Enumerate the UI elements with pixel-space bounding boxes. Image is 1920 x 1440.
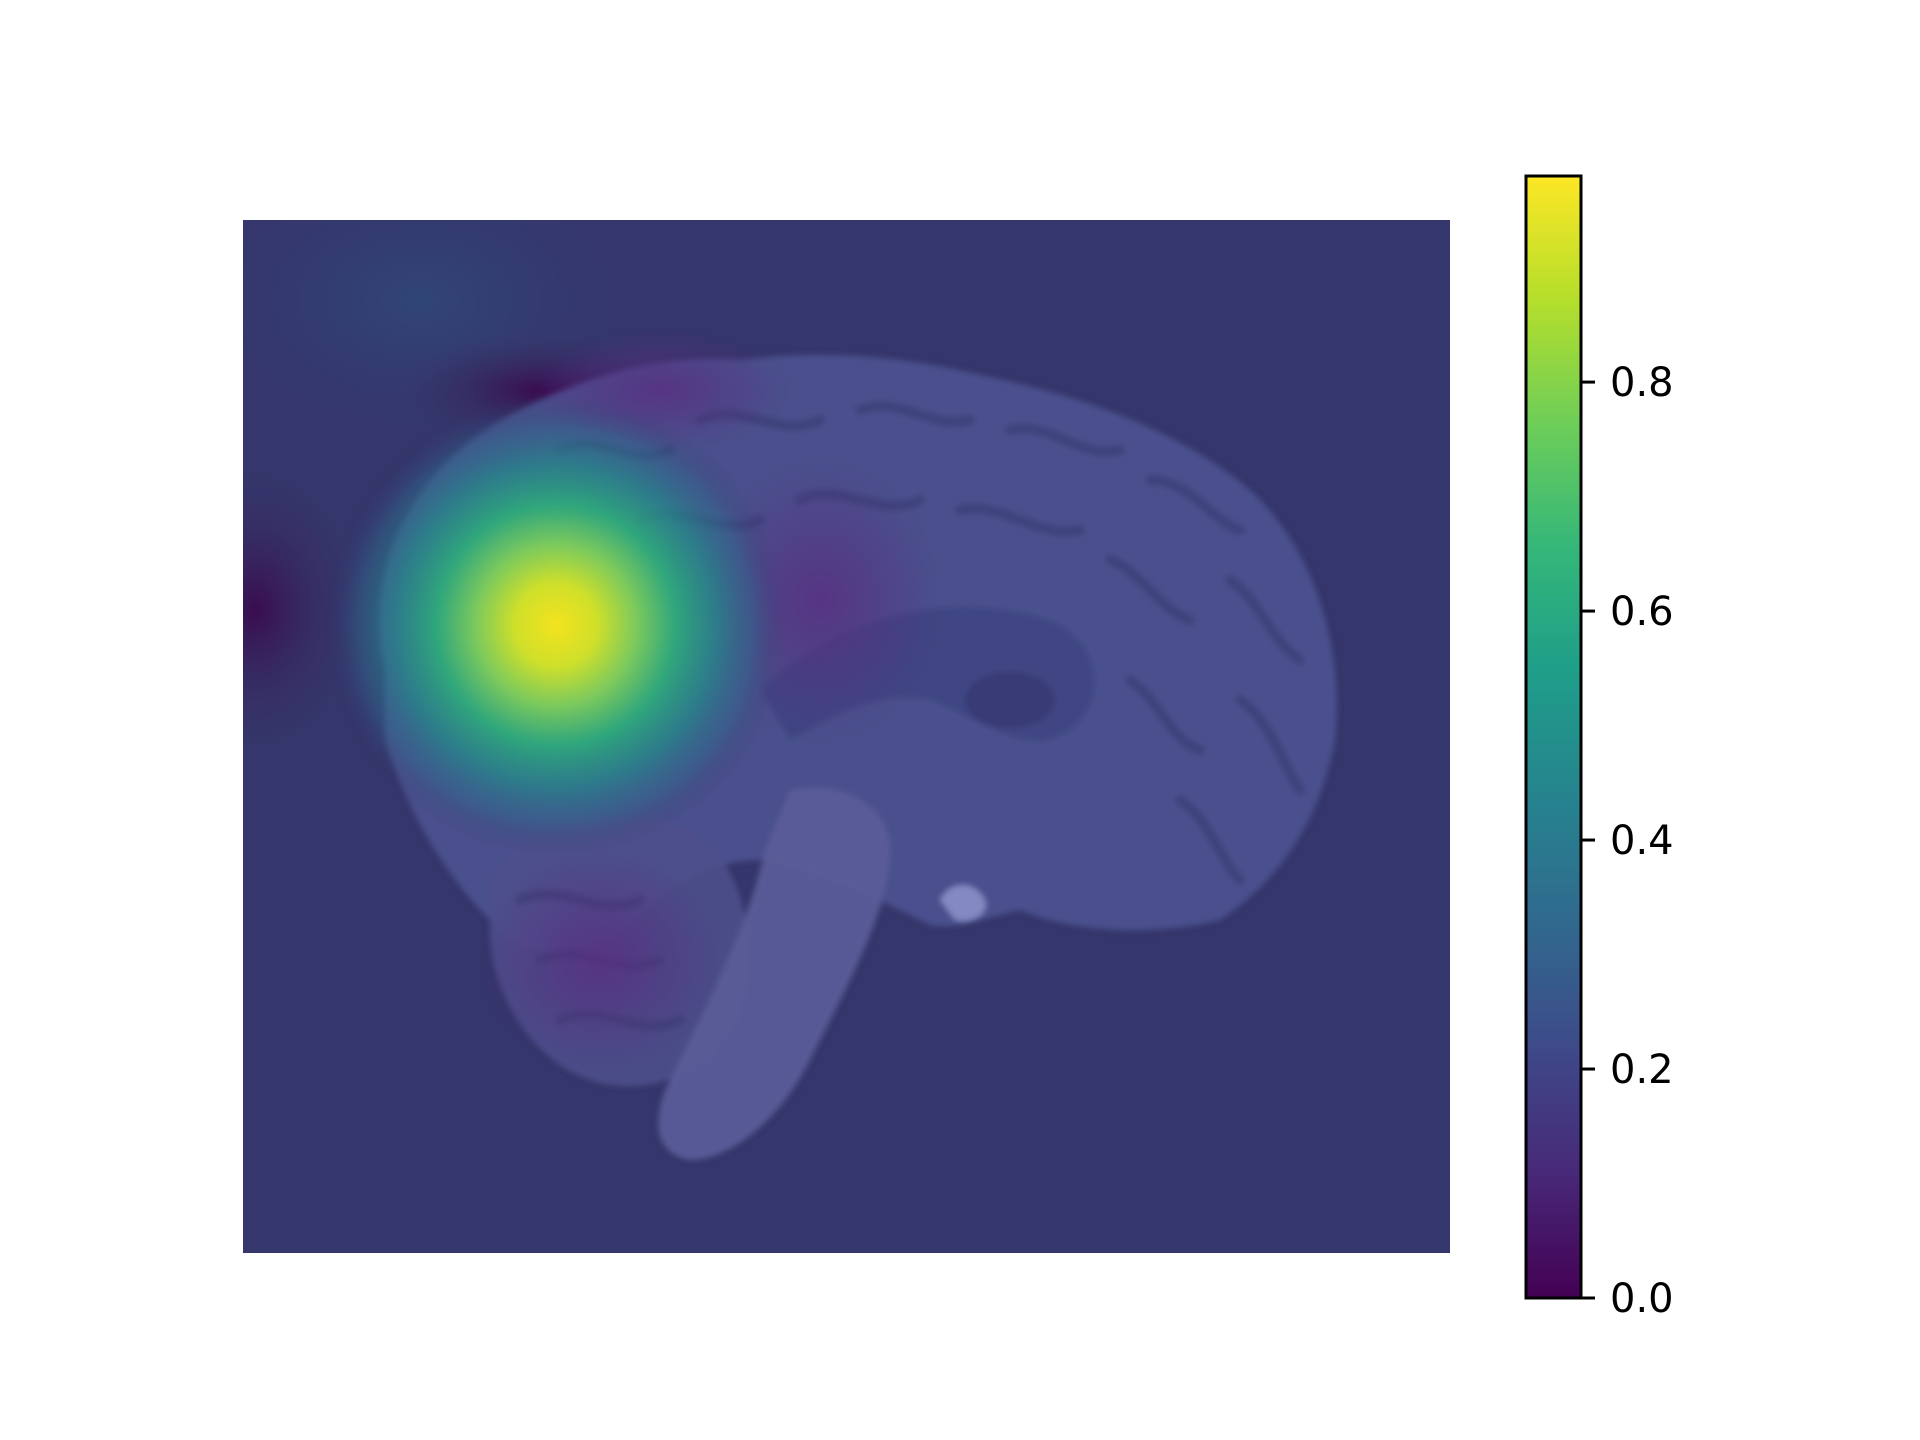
colorbar-tick-label: 0.8 <box>1610 360 1674 406</box>
brain-ventricle <box>965 672 1055 728</box>
activation-hotspot <box>326 395 786 855</box>
colorbar-tick-label: 0.6 <box>1610 589 1674 635</box>
brain-stem <box>658 787 891 1160</box>
brain-pituitary <box>940 885 986 922</box>
colorbar-gradient <box>1524 174 1583 1300</box>
colorbar-tick-label: 0.0 <box>1610 1276 1674 1322</box>
colorbar-tick-label: 0.4 <box>1610 818 1674 864</box>
heatmap-plot-area <box>243 220 1450 1253</box>
colorbar: 0.0 0.2 0.4 0.6 0.8 <box>1524 174 1674 1322</box>
colorbar-ticks: 0.0 0.2 0.4 0.6 0.8 <box>1581 360 1674 1322</box>
purple-haze-cerebellum <box>480 850 720 1070</box>
colorbar-tick-label: 0.2 <box>1610 1047 1674 1093</box>
